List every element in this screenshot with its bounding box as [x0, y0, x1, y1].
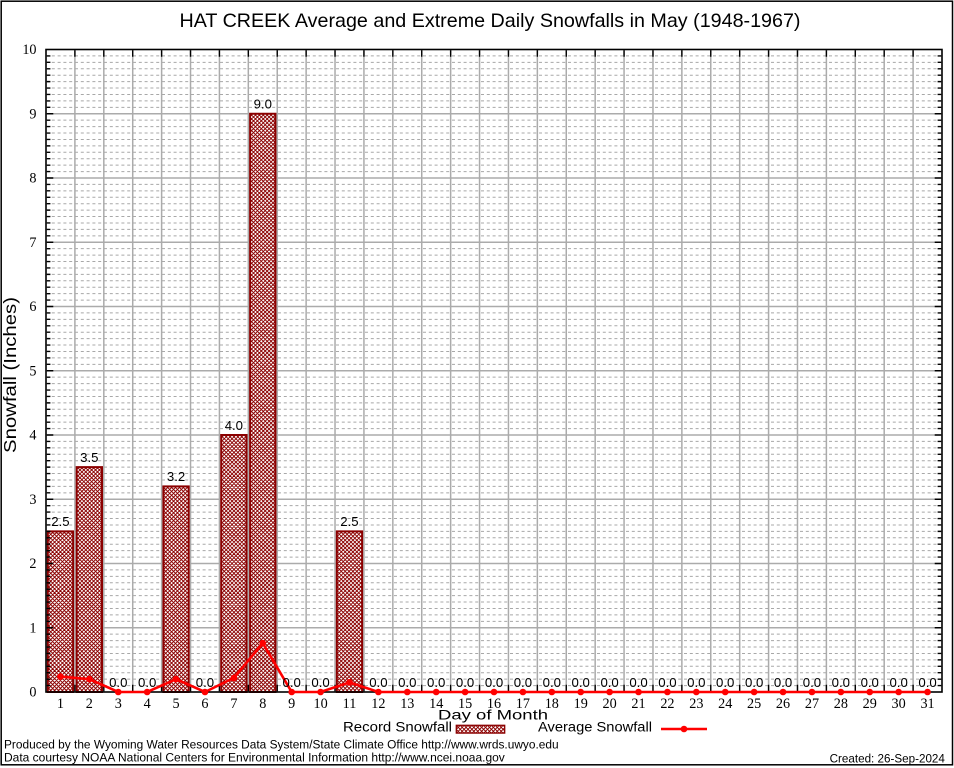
svg-text:5: 5	[173, 696, 180, 712]
svg-text:Data courtesy NOAA National Ce: Data courtesy NOAA National Centers for …	[4, 750, 506, 764]
svg-text:0.0: 0.0	[658, 675, 676, 690]
svg-text:Produced by the Wyoming Water: Produced by the Wyoming Water Resources …	[4, 738, 559, 752]
svg-text:3: 3	[115, 696, 122, 712]
svg-text:0.0: 0.0	[716, 675, 734, 690]
svg-text:4: 4	[144, 696, 151, 712]
svg-text:9: 9	[29, 106, 36, 122]
svg-text:5: 5	[29, 363, 36, 379]
svg-text:27: 27	[805, 696, 819, 712]
svg-text:17: 17	[516, 696, 530, 712]
svg-text:0.0: 0.0	[283, 675, 301, 690]
svg-text:0.0: 0.0	[918, 675, 936, 690]
svg-text:30: 30	[892, 696, 906, 712]
svg-text:0.0: 0.0	[514, 675, 532, 690]
svg-text:18: 18	[545, 696, 559, 712]
svg-text:Day of Month: Day of Month	[438, 707, 548, 723]
svg-text:0.0: 0.0	[745, 675, 763, 690]
svg-text:15: 15	[458, 696, 472, 712]
svg-text:0.0: 0.0	[861, 675, 879, 690]
svg-text:0.0: 0.0	[543, 675, 561, 690]
svg-text:10: 10	[22, 42, 36, 58]
svg-text:0.0: 0.0	[485, 675, 503, 690]
svg-text:23: 23	[689, 696, 703, 712]
svg-text:12: 12	[371, 696, 385, 712]
svg-text:1: 1	[29, 620, 36, 636]
svg-text:0.0: 0.0	[629, 675, 647, 690]
svg-text:31: 31	[920, 696, 934, 712]
svg-text:29: 29	[863, 696, 877, 712]
svg-text:0.0: 0.0	[832, 675, 850, 690]
svg-text:3: 3	[29, 492, 36, 508]
svg-text:0.0: 0.0	[803, 675, 821, 690]
svg-text:16: 16	[487, 696, 501, 712]
svg-text:19: 19	[574, 696, 588, 712]
svg-text:24: 24	[718, 696, 732, 712]
svg-text:21: 21	[631, 696, 645, 712]
svg-text:Record Snowfall: Record Snowfall	[343, 720, 452, 735]
svg-text:HAT CREEK Average and Extreme: HAT CREEK Average and Extreme Daily Snow…	[180, 10, 801, 32]
svg-text:22: 22	[660, 696, 674, 712]
svg-text:0.0: 0.0	[456, 675, 474, 690]
svg-text:13: 13	[400, 696, 414, 712]
svg-text:4: 4	[29, 428, 36, 444]
svg-text:0.0: 0.0	[600, 675, 618, 690]
svg-text:3.2: 3.2	[167, 469, 185, 484]
svg-text:0.0: 0.0	[774, 675, 792, 690]
svg-text:0.0: 0.0	[311, 675, 329, 690]
svg-text:0.0: 0.0	[398, 675, 416, 690]
svg-text:8: 8	[29, 171, 36, 187]
svg-text:2: 2	[86, 696, 93, 712]
svg-text:7: 7	[230, 696, 237, 712]
svg-text:6: 6	[201, 696, 208, 712]
svg-text:0.0: 0.0	[687, 675, 705, 690]
svg-text:3.5: 3.5	[80, 450, 98, 465]
svg-text:Created: 26-Sep-2024: Created: 26-Sep-2024	[830, 752, 945, 766]
svg-text:0: 0	[29, 685, 36, 701]
svg-text:2.5: 2.5	[340, 514, 358, 529]
svg-text:0.0: 0.0	[889, 675, 907, 690]
svg-text:25: 25	[747, 696, 761, 712]
svg-text:6: 6	[29, 299, 36, 315]
svg-text:2: 2	[29, 556, 36, 572]
svg-text:20: 20	[603, 696, 617, 712]
svg-text:11: 11	[343, 696, 357, 712]
svg-text:1: 1	[57, 696, 64, 712]
svg-text:10: 10	[313, 696, 327, 712]
svg-text:28: 28	[834, 696, 848, 712]
svg-text:2.5: 2.5	[51, 514, 69, 529]
svg-text:9: 9	[288, 696, 295, 712]
svg-text:4.0: 4.0	[225, 418, 243, 433]
svg-text:9.0: 9.0	[254, 97, 272, 112]
svg-text:14: 14	[429, 696, 443, 712]
svg-text:8: 8	[259, 696, 266, 712]
svg-text:0.0: 0.0	[138, 675, 156, 690]
svg-text:0.0: 0.0	[369, 675, 387, 690]
svg-text:0.0: 0.0	[427, 675, 445, 690]
svg-text:Snowfall (Inches): Snowfall (Inches)	[0, 297, 20, 453]
svg-text:7: 7	[29, 235, 36, 251]
svg-text:Average Snowfall: Average Snowfall	[538, 720, 652, 735]
svg-text:0.0: 0.0	[572, 675, 590, 690]
svg-text:0.0: 0.0	[109, 675, 127, 690]
svg-text:26: 26	[776, 696, 790, 712]
svg-text:0.0: 0.0	[196, 675, 214, 690]
